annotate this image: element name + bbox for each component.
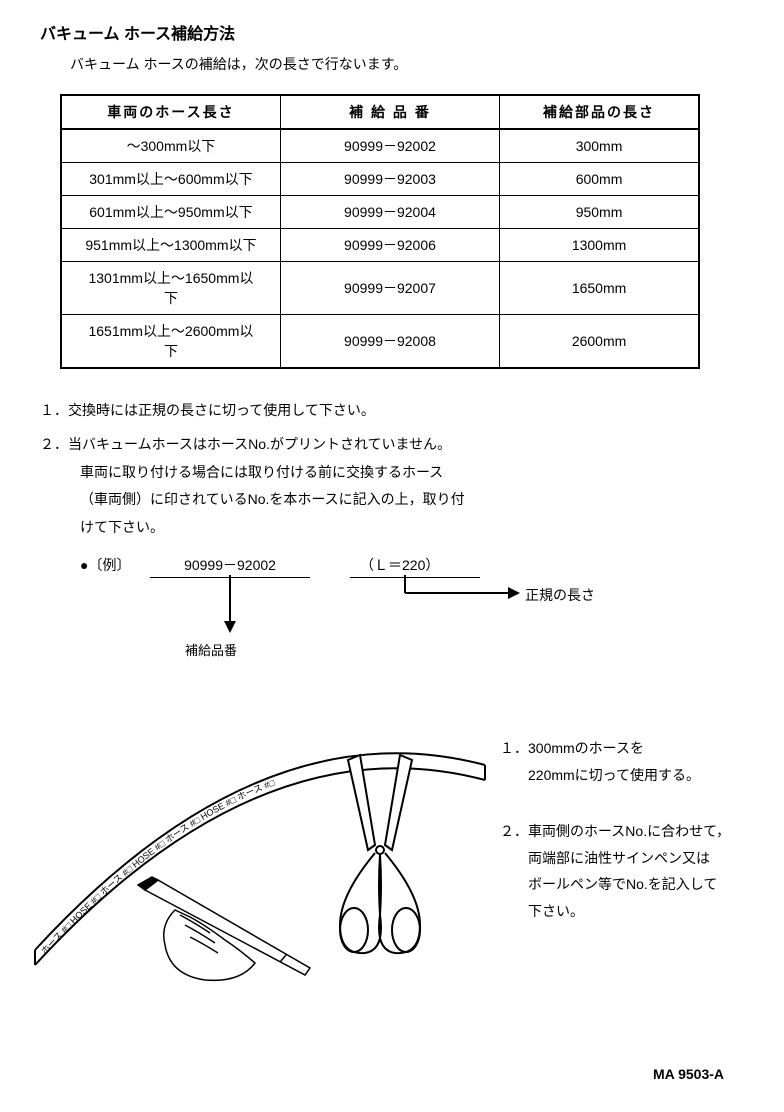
table-row: 1301mm以上～1650mm以下 90999－92007 1650mm — [61, 262, 699, 315]
arrow-down-icon — [220, 575, 240, 635]
note-text: ２．当バキュームホースはホースNo.がプリントされていません。 — [40, 433, 754, 457]
cell: 951mm以上～1300mm以下 — [61, 229, 280, 262]
cell: 1301mm以上～1650mm以下 — [61, 262, 280, 315]
cell: 301mm以上～600mm以下 — [61, 163, 280, 196]
hose-table: 車両のホース長さ 補 給 品 番 補給部品の長さ ～300mm以下 90999－… — [60, 94, 700, 369]
table-row: 1651mm以上～2600mm以下 90999－92008 2600mm — [61, 315, 699, 369]
illustration-area: ホース #□ HOSE #□ ホース #□ HOSE #□ ホース #□ HOS… — [30, 725, 754, 1005]
hose-scissors-illustration: ホース #□ HOSE #□ ホース #□ HOSE #□ ホース #□ HOS… — [30, 725, 490, 985]
table-row: ～300mm以下 90999－92002 300mm — [61, 129, 699, 163]
table-row: 601mm以上～950mm以下 90999－92004 950mm — [61, 196, 699, 229]
instr-text: 両端部に油性サインペン又は — [528, 845, 780, 872]
cell: 90999－92003 — [280, 163, 499, 196]
cell: 1651mm以上～2600mm以下 — [61, 315, 280, 369]
note-text: （車両側）に印されているNo.を本ホースに記入の上，取り付 — [80, 488, 754, 512]
example-diagram: ●〔例〕 90999－92002 （Ｌ＝220） 補給品番 正規の長さ — [80, 555, 754, 675]
partno-caption: 補給品番 — [185, 640, 237, 659]
cell: 950mm — [500, 196, 699, 229]
instr-text: １．300mmのホースを — [500, 735, 780, 762]
th-length: 車両のホース長さ — [61, 95, 280, 129]
cell: 300mm — [500, 129, 699, 163]
cell: 90999－92006 — [280, 229, 499, 262]
instr-text: 220mmに切って使用する。 — [528, 762, 780, 789]
th-partno: 補 給 品 番 — [280, 95, 499, 129]
cell: ～300mm以下 — [61, 129, 280, 163]
table-header-row: 車両のホース長さ 補 給 品 番 補給部品の長さ — [61, 95, 699, 129]
instr-text: ボールペン等でNo.を記入して — [528, 871, 780, 898]
cell: 90999－92007 — [280, 262, 499, 315]
example-label: ●〔例〕 — [80, 555, 130, 575]
note-2: ２．当バキュームホースはホースNo.がプリントされていません。 車両に取り付ける… — [40, 433, 754, 540]
cell: 90999－92002 — [280, 129, 499, 163]
instr-text: 下さい。 — [528, 898, 780, 925]
note-text: けて下さい。 — [80, 516, 754, 540]
note-text: １．交換時には正規の長さに切って使用して下さい。 — [40, 399, 754, 423]
cell: 1300mm — [500, 229, 699, 262]
page-subtitle: バキューム ホースの補給は，次の長さで行ないます。 — [70, 54, 754, 74]
page-title: バキューム ホース補給方法 — [40, 20, 754, 44]
cell: 90999－92004 — [280, 196, 499, 229]
document-code: MA 9503-A — [653, 1066, 724, 1082]
arrow-right-icon — [400, 575, 525, 610]
cell: 600mm — [500, 163, 699, 196]
cell: 2600mm — [500, 315, 699, 369]
right-instructions: １．300mmのホースを 220mmに切って使用する。 ２．車両側のホースNo.… — [500, 735, 780, 955]
th-supply: 補給部品の長さ — [500, 95, 699, 129]
cell: 90999－92008 — [280, 315, 499, 369]
instr-text: ２．車両側のホースNo.に合わせて， — [500, 818, 780, 845]
cell: 601mm以上～950mm以下 — [61, 196, 280, 229]
note-text: 車両に取り付ける場合には取り付ける前に交換するホース — [80, 461, 754, 485]
note-1: １．交換時には正規の長さに切って使用して下さい。 — [40, 399, 754, 423]
length-caption: 正規の長さ — [525, 585, 595, 605]
table-row: 301mm以上～600mm以下 90999－92003 600mm — [61, 163, 699, 196]
table-row: 951mm以上～1300mm以下 90999－92006 1300mm — [61, 229, 699, 262]
cell: 1650mm — [500, 262, 699, 315]
